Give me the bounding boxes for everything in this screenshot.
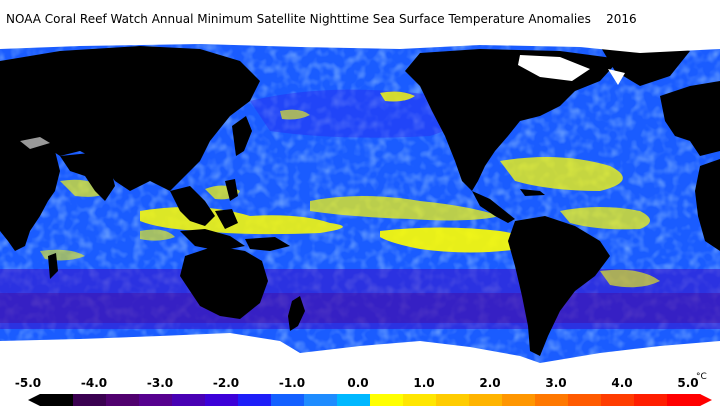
- land-south-america: [508, 216, 610, 356]
- colorbar-bin: [601, 394, 635, 406]
- colorbar-bin: [568, 394, 602, 406]
- colorbar-bin: [403, 394, 437, 406]
- colorbar-bin: [139, 394, 173, 406]
- colorbar-tick-label: 5.0: [677, 376, 699, 390]
- sst-anomaly-map: [0, 41, 720, 372]
- land-borneo: [215, 209, 238, 229]
- colorbar-bin: [469, 394, 503, 406]
- colorbar-tick-label: -5.0: [14, 376, 42, 390]
- land-caribbean: [520, 189, 545, 196]
- colorbar-bin: [502, 394, 536, 406]
- colorbar-tick-label: 2.0: [479, 376, 501, 390]
- land-japan: [232, 116, 252, 156]
- southern-ocean-cool-band: [0, 269, 720, 329]
- colorbar-bin: [40, 394, 74, 406]
- colorbar-bin: [172, 394, 206, 406]
- colorbar-tick-label: -3.0: [146, 376, 174, 390]
- colorbar-arrow-min: [28, 394, 40, 406]
- north-pacific-cool: [250, 89, 458, 138]
- colorbar-bin: [106, 394, 140, 406]
- land-arabia-india: [60, 153, 115, 201]
- sea-ice: [0, 41, 720, 372]
- land: [0, 44, 720, 356]
- colorbar-bins: [40, 394, 701, 406]
- colorbar-arrow-max: [700, 394, 712, 406]
- colorbar-tick-label: -2.0: [212, 376, 240, 390]
- colorbar-tick-label: -4.0: [80, 376, 108, 390]
- colorbar-bin: [634, 394, 668, 406]
- colorbar-tick-label: 0.0: [347, 376, 369, 390]
- land-europe-east: [660, 81, 720, 156]
- colorbar-bin: [667, 394, 701, 406]
- land-central-america: [472, 191, 515, 223]
- colorbar-bin: [436, 394, 470, 406]
- colorbar-bin: [73, 394, 107, 406]
- colorbar-tick-label: -1.0: [278, 376, 306, 390]
- colorbar-bin: [370, 394, 404, 406]
- colorbar-tick-label: 1.0: [413, 376, 435, 390]
- colorbar-tick-label: 3.0: [545, 376, 567, 390]
- colorbar-bin: [304, 394, 338, 406]
- colorbar-bin: [337, 394, 371, 406]
- colorbar-bin: [205, 394, 239, 406]
- land-se-asia: [170, 186, 215, 226]
- land-australia: [180, 246, 268, 319]
- map-title: NOAA Coral Reef Watch Annual Minimum Sat…: [6, 12, 637, 26]
- land-madagascar: [48, 253, 58, 279]
- land-africa: [0, 133, 60, 251]
- colorbar-tick-label: 4.0: [611, 376, 633, 390]
- colorbar-bin: [535, 394, 569, 406]
- land-europe-asia-west: [0, 46, 260, 191]
- land-new-guinea: [245, 237, 290, 251]
- land-africa-east: [695, 159, 720, 251]
- southern-ocean-band-2: [0, 293, 720, 323]
- land-new-zealand: [288, 296, 305, 331]
- colorbar-unit: °C: [696, 372, 707, 382]
- land-indonesia: [180, 229, 245, 251]
- colorbar: [28, 394, 712, 406]
- land-north-america: [405, 49, 620, 191]
- colorbar-bin: [238, 394, 272, 406]
- colorbar-bin: [271, 394, 305, 406]
- land-philippines: [225, 179, 238, 201]
